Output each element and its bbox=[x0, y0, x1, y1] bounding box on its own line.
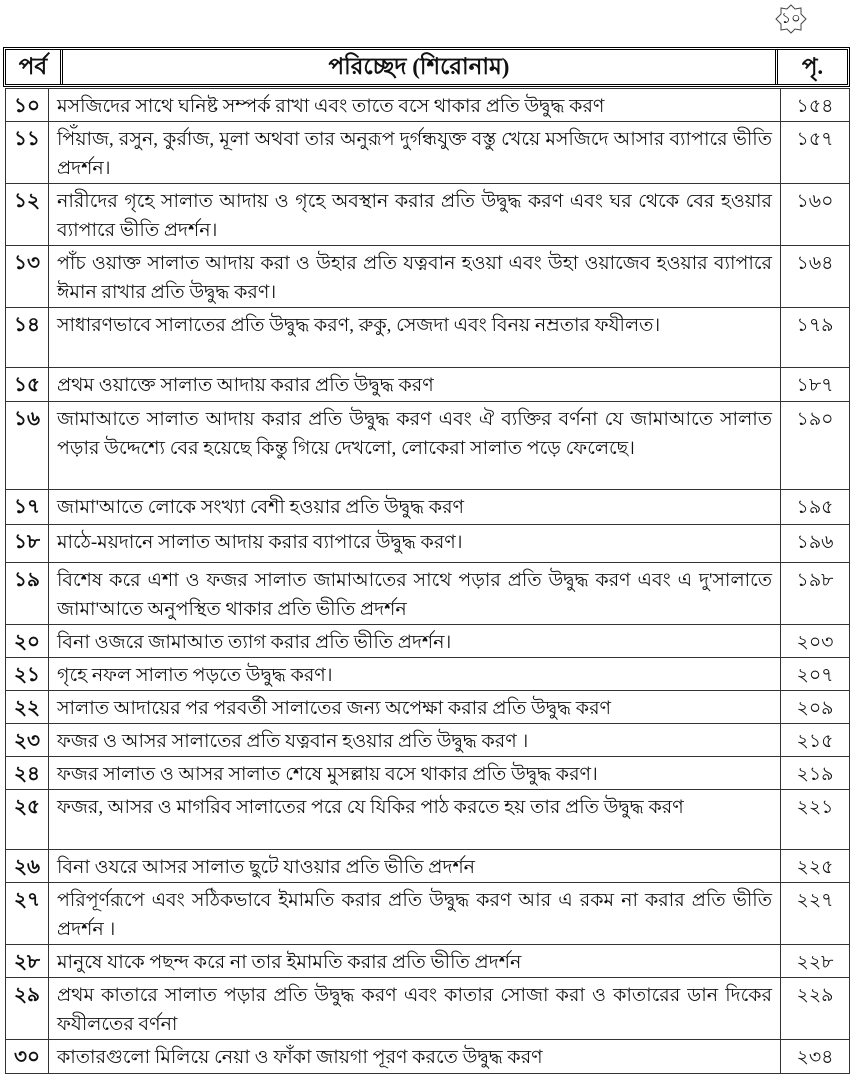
chapter-title: মাঠে-ময়দানে সালাত আদায় করার ব্যাপারে উ… bbox=[48, 524, 781, 563]
page-number: ১০ bbox=[781, 10, 801, 27]
table-row: ১১ পিঁয়াজ, রসুন, কুর্রাজ, মূলা অথবা তার … bbox=[5, 121, 850, 184]
table-row: ২১ গৃহে নফল সালাত পড়তে উদ্বুদ্ধ করণ। ২০৭ bbox=[5, 657, 850, 691]
header-part: পর্ব bbox=[6, 50, 63, 84]
page-number-cell: ১৯৮ bbox=[780, 562, 850, 625]
page-number-cell: ২০৩ bbox=[780, 624, 850, 658]
chapter-title: নারীদের গৃহে সালাত আদায় ও গৃহে অবস্থান … bbox=[48, 183, 781, 246]
table-row: ২৬ বিনা ওযরে আসর সালাত ছুটে যাওয়ার প্রতি… bbox=[5, 849, 850, 883]
table-row: ১৬ জামাআতে সালাত আদায় করার প্রতি উদ্বুদ্… bbox=[5, 401, 850, 490]
part-number: ১৩ bbox=[5, 245, 49, 308]
chapter-title: বিনা ওযরে আসর সালাত ছুটে যাওয়ার প্রতি ভ… bbox=[48, 849, 781, 883]
part-number: ২৭ bbox=[5, 882, 49, 945]
contents-table: ১০ মসজিদের সাথে ঘনিষ্ট সম্পর্ক রাখা এবং ত… bbox=[5, 88, 850, 1074]
chapter-title: গৃহে নফল সালাত পড়তে উদ্বুদ্ধ করণ। bbox=[48, 657, 781, 691]
page-number-cell: ২৩৪ bbox=[780, 1039, 850, 1074]
table-row: ১৮ মাঠে-ময়দানে সালাত আদায় করার ব্যাপারে… bbox=[5, 524, 850, 563]
header-page: পৃ. bbox=[801, 53, 824, 79]
table-row: ১৫ প্রথম ওয়াক্তে সালাত আদায় করার প্রতি … bbox=[5, 367, 850, 402]
part-number: ১৬ bbox=[5, 401, 49, 490]
part-number: ২১ bbox=[5, 657, 49, 691]
chapter-title: সাধারণভাবে সালাতের প্রতি উদ্বুদ্ধ করণ, র… bbox=[48, 307, 781, 368]
table-row: ২৭ পরিপূর্ণরূপে এবং সঠিকভাবে ইমামতি করার … bbox=[5, 882, 850, 945]
table-row: ১৭ জামা'আতে লোকে সংখ্যা বেশী হওয়ার প্রতি… bbox=[5, 489, 850, 525]
page-number-cell: ২২১ bbox=[780, 789, 850, 850]
page-number-cell: ১৯৬ bbox=[780, 524, 850, 563]
table-row: ১৪ সাধারণভাবে সালাতের প্রতি উদ্বুদ্ধ করণ,… bbox=[5, 307, 850, 368]
part-number: ১৯ bbox=[5, 562, 49, 625]
part-number: ২৬ bbox=[5, 849, 49, 883]
chapter-title: পরিপূর্ণরূপে এবং সঠিকভাবে ইমামতি করার প্… bbox=[48, 882, 781, 945]
chapter-title: কাতারগুলো মিলিয়ে নেয়া ও ফাঁকা জায়গা প… bbox=[48, 1039, 781, 1074]
part-number: ২৪ bbox=[5, 756, 49, 790]
chapter-title: পিঁয়াজ, রসুন, কুর্রাজ, মূলা অথবা তার অন… bbox=[48, 121, 781, 184]
chapter-title: বিনা ওজরে জামাআত ত্যাগ করার প্রতি ভীতি প… bbox=[48, 624, 781, 658]
table-row: ২২ সালাত আদায়ের পর পরবর্তী সালাতের জন্য … bbox=[5, 690, 850, 724]
part-number: ৩০ bbox=[5, 1039, 49, 1074]
table-row: ২৮ মানুষে যাকে পছন্দ করে না তার ইমামতি কর… bbox=[5, 944, 850, 978]
page-number-cell: ২২৭ bbox=[780, 882, 850, 945]
part-number: ২৮ bbox=[5, 944, 49, 978]
page-number-cell: ১৬০ bbox=[780, 183, 850, 246]
chapter-title: সালাত আদায়ের পর পরবর্তী সালাতের জন্য অপ… bbox=[48, 690, 781, 724]
page-number-badge: ১০ bbox=[774, 4, 808, 34]
table-row: ১০ মসজিদের সাথে ঘনিষ্ট সম্পর্ক রাখা এবং ত… bbox=[5, 88, 850, 122]
page-number-cell: ২১৫ bbox=[780, 723, 850, 757]
chapter-title: মসজিদের সাথে ঘনিষ্ট সম্পর্ক রাখা এবং তাত… bbox=[48, 88, 781, 122]
part-number: ১০ bbox=[5, 88, 49, 122]
part-number: ১১ bbox=[5, 121, 49, 184]
chapter-title: পাঁচ ওয়াক্ত সালাত আদায় করা ও উহার প্রত… bbox=[48, 245, 781, 308]
page-number-cell: ২১৯ bbox=[780, 756, 850, 790]
part-number: ২৫ bbox=[5, 789, 49, 850]
chapter-title: জামাআতে সালাত আদায় করার প্রতি উদ্বুদ্ধ … bbox=[48, 401, 781, 490]
page-number-cell: ২০৭ bbox=[780, 657, 850, 691]
ornament-frame-icon bbox=[775, 4, 807, 34]
part-number: ২৯ bbox=[5, 977, 49, 1040]
chapter-title: ফজর, আসর ও মাগরিব সালাতের পরে যে যিকির প… bbox=[48, 789, 781, 850]
part-number: ১২ bbox=[5, 183, 49, 246]
page-number-cell: ২০৯ bbox=[780, 690, 850, 724]
table-row: ২৪ ফজর সালাত ও আসর সালাত শেষে মুসল্লায় ব… bbox=[5, 756, 850, 790]
part-number: ১৪ bbox=[5, 307, 49, 368]
table-row: ২৯ প্রথম কাতারে সালাত পড়ার প্রতি উদ্বুদ্… bbox=[5, 977, 850, 1040]
part-number: ১৫ bbox=[5, 367, 49, 402]
chapter-title: প্রথম ওয়াক্তে সালাত আদায় করার প্রতি উদ… bbox=[48, 367, 781, 402]
table-row: ২৫ ফজর, আসর ও মাগরিব সালাতের পরে যে যিকির… bbox=[5, 789, 850, 850]
table-row: ১৩ পাঁচ ওয়াক্ত সালাত আদায় করা ও উহার প্… bbox=[5, 245, 850, 308]
page-number-cell: ১৬৪ bbox=[780, 245, 850, 308]
page-number-cell: ১৭৯ bbox=[780, 307, 850, 368]
part-number: ১৮ bbox=[5, 524, 49, 563]
page-number-cell: ২২৮ bbox=[780, 944, 850, 978]
chapter-title: বিশেষ করে এশা ও ফজর সালাত জামাআতের সাথে … bbox=[48, 562, 781, 625]
header-chapter: পরিচ্ছেদ (শিরোনাম) bbox=[63, 50, 778, 84]
part-number: ২০ bbox=[5, 624, 49, 658]
part-number: ২২ bbox=[5, 690, 49, 724]
chapter-title: জামা'আতে লোকে সংখ্যা বেশী হওয়ার প্রতি উ… bbox=[48, 489, 781, 525]
page-number-cell: ১৫৭ bbox=[780, 121, 850, 184]
page-number-cell: ১৫৪ bbox=[780, 88, 850, 122]
chapter-title: প্রথম কাতারে সালাত পড়ার প্রতি উদ্বুদ্ধ … bbox=[48, 977, 781, 1040]
table-row: ৩০ কাতারগুলো মিলিয়ে নেয়া ও ফাঁকা জায়গা… bbox=[5, 1039, 850, 1074]
table-row: ১২ নারীদের গৃহে সালাত আদায় ও গৃহে অবস্থা… bbox=[5, 183, 850, 246]
chapter-title: ফজর সালাত ও আসর সালাত শেষে মুসল্লায় বসে… bbox=[48, 756, 781, 790]
page-number-cell: ১৯০ bbox=[780, 401, 850, 490]
page-number-cell: ১৮৭ bbox=[780, 367, 850, 402]
chapter-title: ফজর ও আসর সালাতের প্রতি যত্নবান হওয়ার প… bbox=[48, 723, 781, 757]
chapter-title: মানুষে যাকে পছন্দ করে না তার ইমামতি করার… bbox=[48, 944, 781, 978]
table-header: পর্ব পরিচ্ছেদ (শিরোনাম) পৃ. bbox=[3, 47, 850, 87]
table-row: ২৩ ফজর ও আসর সালাতের প্রতি যত্নবান হওয়ার… bbox=[5, 723, 850, 757]
table-row: ২০ বিনা ওজরে জামাআত ত্যাগ করার প্রতি ভীতি… bbox=[5, 624, 850, 658]
part-number: ১৭ bbox=[5, 489, 49, 525]
table-row: ১৯ বিশেষ করে এশা ও ফজর সালাত জামাআতের সাথ… bbox=[5, 562, 850, 625]
page-number-cell: ২২৫ bbox=[780, 849, 850, 883]
page-number-cell: ১৯৫ bbox=[780, 489, 850, 525]
page-number-cell: ২২৯ bbox=[780, 977, 850, 1040]
part-number: ২৩ bbox=[5, 723, 49, 757]
